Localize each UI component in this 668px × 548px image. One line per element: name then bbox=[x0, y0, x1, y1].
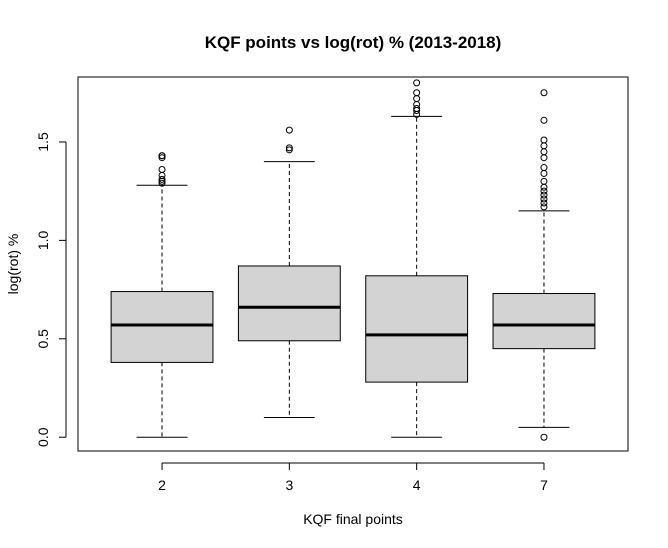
outlier-point bbox=[540, 142, 548, 150]
outlier-point bbox=[540, 164, 548, 172]
y-tick-label: 1.0 bbox=[35, 230, 51, 250]
outlier-point bbox=[413, 104, 421, 112]
y-tick-label: 1.5 bbox=[35, 132, 51, 152]
box-group-7 bbox=[492, 89, 596, 441]
outlier-point bbox=[540, 89, 548, 97]
outlier-point bbox=[540, 203, 548, 211]
x-tick-label: 2 bbox=[158, 477, 166, 493]
outlier-point bbox=[413, 79, 421, 87]
outlier-point bbox=[413, 95, 421, 103]
outlier-point bbox=[540, 136, 548, 144]
outlier-point bbox=[540, 169, 548, 177]
outlier-point bbox=[413, 101, 421, 109]
y-axis: 0.0 0.5 1.0 1.5 bbox=[35, 132, 67, 447]
outlier-point bbox=[285, 146, 293, 154]
iqr-box bbox=[237, 265, 341, 342]
outlier-point bbox=[285, 144, 293, 152]
outlier-point bbox=[540, 148, 548, 156]
box-group-3 bbox=[237, 126, 341, 419]
outlier-point bbox=[540, 191, 548, 199]
outlier-point bbox=[540, 199, 548, 207]
plot-frame bbox=[77, 76, 629, 452]
chart-marks bbox=[110, 79, 596, 441]
outlier-point bbox=[158, 152, 166, 160]
box-group-4 bbox=[365, 79, 469, 438]
y-axis-label: log(rot) % bbox=[5, 234, 21, 295]
outlier-point bbox=[158, 166, 166, 174]
outlier-point bbox=[158, 171, 166, 179]
outlier-point bbox=[158, 179, 166, 187]
box-group-2 bbox=[110, 152, 214, 438]
outlier-point bbox=[158, 175, 166, 183]
y-tick-label: 0.0 bbox=[35, 427, 51, 447]
outlier-point bbox=[540, 433, 548, 441]
outlier-point bbox=[285, 126, 293, 134]
outlier-point bbox=[540, 154, 548, 162]
x-axis-label: KQF final points bbox=[303, 511, 403, 527]
x-tick-label: 3 bbox=[285, 477, 293, 493]
iqr-box bbox=[110, 291, 214, 363]
outlier-point bbox=[540, 116, 548, 124]
outlier-point bbox=[540, 187, 548, 195]
iqr-box bbox=[492, 293, 596, 350]
outlier-point bbox=[540, 195, 548, 203]
outlier-point bbox=[413, 89, 421, 97]
x-axis: 2 3 4 7 bbox=[158, 462, 548, 493]
outlier-point bbox=[540, 177, 548, 185]
outlier-point bbox=[158, 154, 166, 162]
iqr-box bbox=[365, 275, 469, 383]
chart-title: KQF points vs log(rot) % (2013-2018) bbox=[205, 33, 502, 52]
x-tick-label: 4 bbox=[413, 477, 421, 493]
outlier-point bbox=[540, 183, 548, 191]
x-tick-label: 7 bbox=[540, 477, 548, 493]
y-tick-label: 0.5 bbox=[35, 329, 51, 349]
